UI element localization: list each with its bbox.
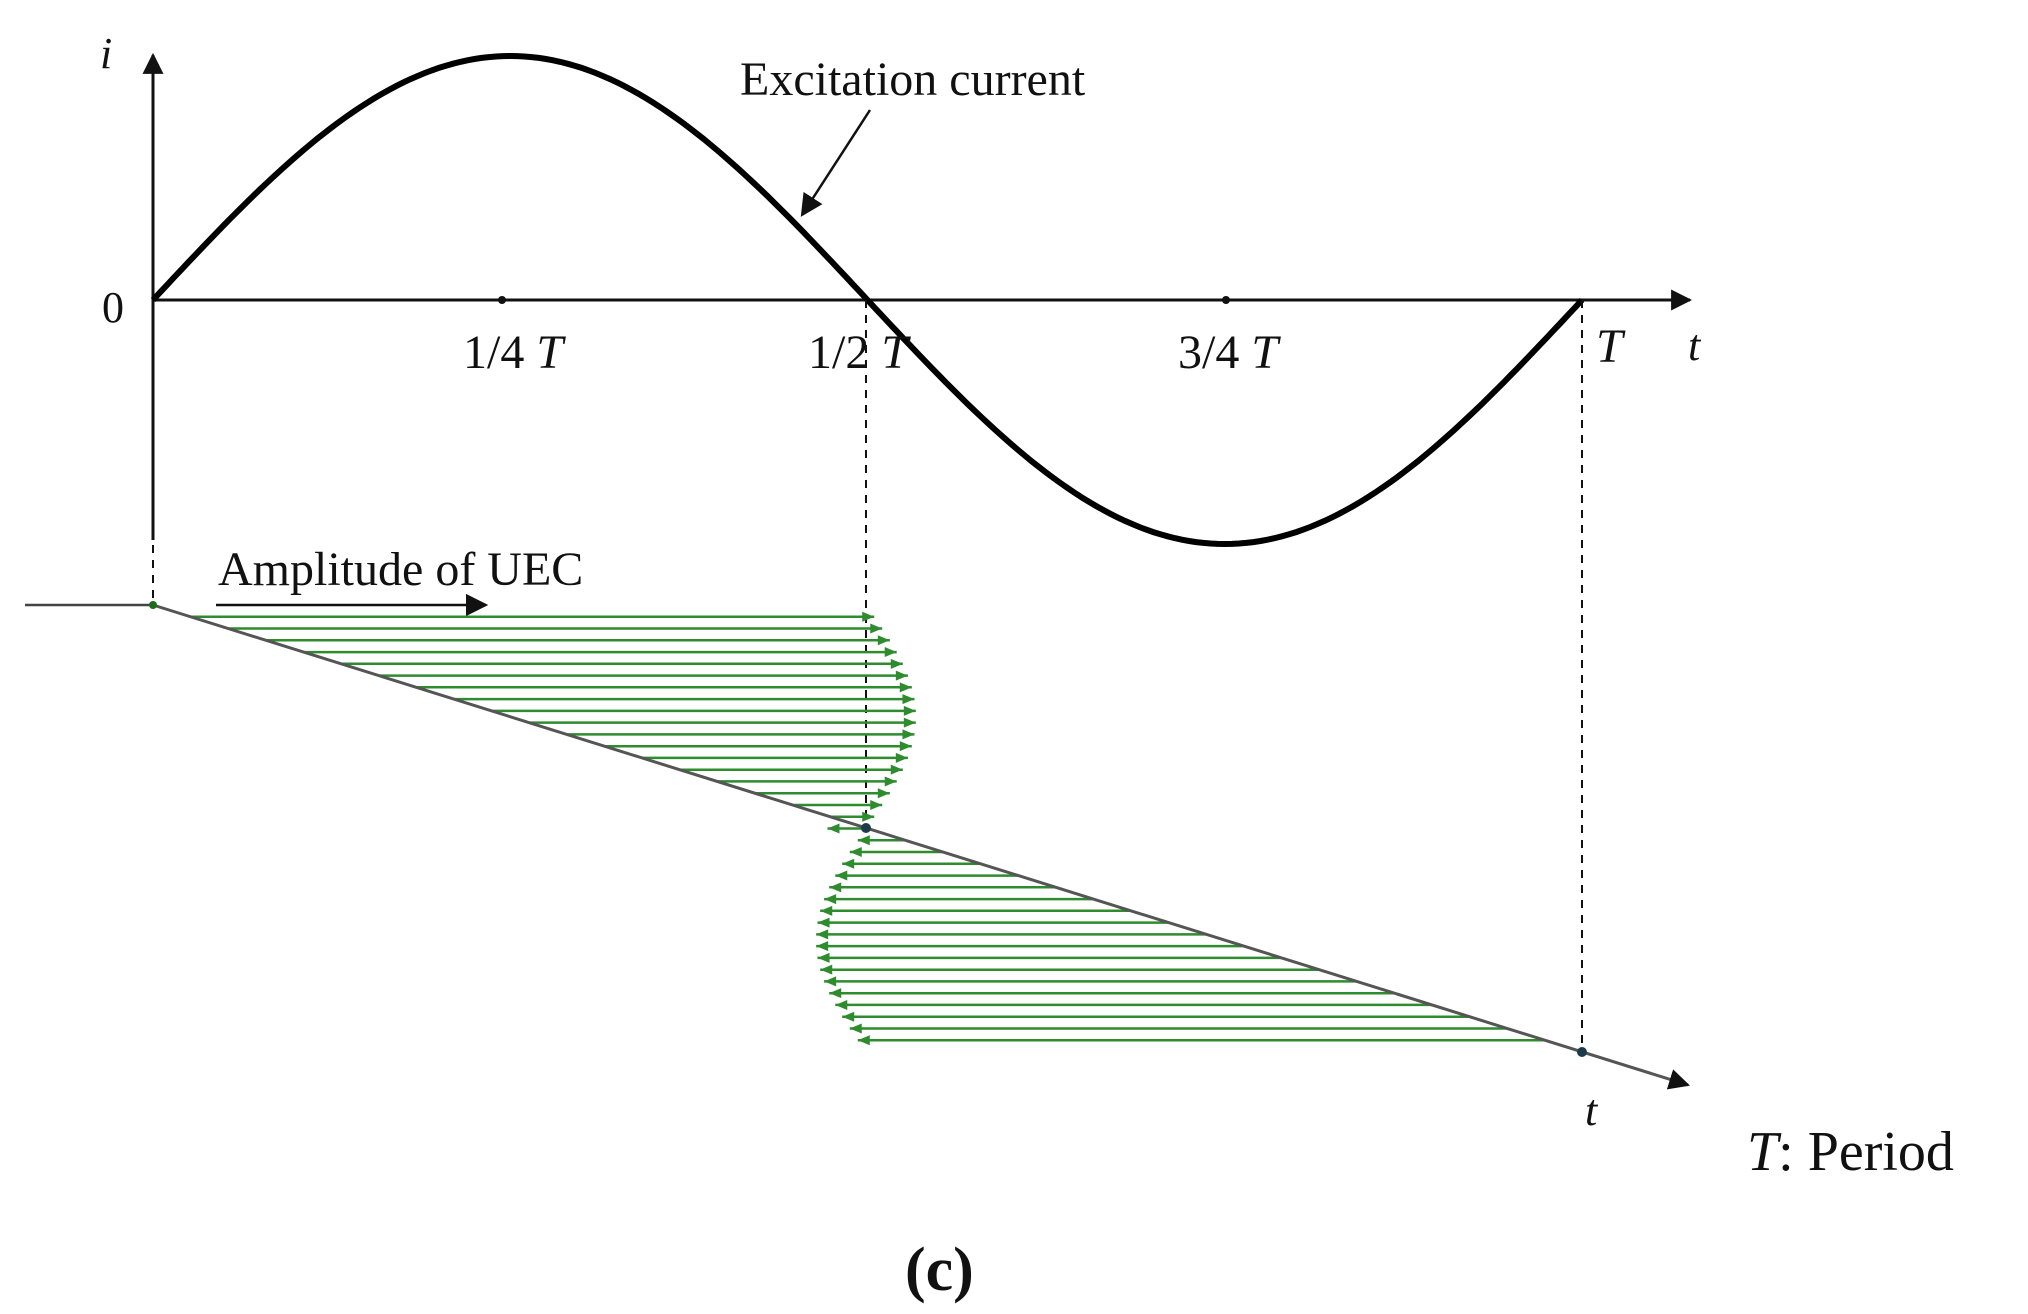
diag-dot-half <box>861 823 871 833</box>
uec-arrow-head <box>862 811 875 822</box>
uec-arrow-head <box>877 788 890 799</box>
diag-dot-start <box>149 601 157 609</box>
panel-label: (c) <box>905 1236 974 1304</box>
uec-arrow-head <box>895 752 908 763</box>
uec-arrow-head <box>899 741 912 752</box>
uec-arrow-head <box>820 905 833 916</box>
uec-arrow-head <box>895 670 908 681</box>
uec-arrow-head <box>890 764 903 775</box>
origin-label: 0 <box>102 283 124 332</box>
uec-arrow-head <box>829 882 842 893</box>
uec-label: Amplitude of UEC <box>218 543 583 596</box>
uec-arrow-head <box>862 611 875 622</box>
t-axis-label-bottom: t <box>1585 1086 1599 1135</box>
diagonal-t-axis <box>152 603 1691 1090</box>
uec-arrow-head <box>857 835 870 846</box>
uec-arrow-head <box>857 1035 870 1046</box>
t-axis-label: t <box>1688 321 1702 370</box>
uec-arrow-head <box>903 717 916 728</box>
uec-arrow-head <box>902 729 915 740</box>
uec-arrow-head <box>824 894 837 905</box>
uec-arrow-head <box>835 870 848 881</box>
tick-dot-quarter <box>498 296 506 304</box>
uec-arrow-head <box>890 658 903 669</box>
uec-arrow-head <box>835 999 848 1010</box>
period-legend: T: Period <box>1747 1121 1954 1183</box>
uec-arrow-head <box>842 858 855 869</box>
uec-arrow-head <box>816 929 829 940</box>
uec-arrow-head <box>884 647 897 658</box>
uec-arrow-head <box>870 623 883 634</box>
uec-arrow-head <box>829 988 842 999</box>
uec-arrow-head <box>824 976 837 987</box>
diag-dot-end <box>1577 1047 1587 1057</box>
uec-arrow-head <box>817 952 830 963</box>
uec-arrow-head <box>877 635 890 646</box>
uec-arrow-head <box>827 823 840 834</box>
uec-arrow-head <box>903 705 916 716</box>
annotation-arrow <box>800 109 872 217</box>
uec-arrow-head <box>884 776 897 787</box>
excitation-current-curve <box>150 52 1585 548</box>
uec-arrow-head <box>902 694 915 705</box>
uec-arrow-head <box>842 1011 855 1022</box>
uec-arrow-head <box>849 847 862 858</box>
curve-annotation: Excitation current <box>740 53 1086 106</box>
y-axis-label: i <box>100 29 112 78</box>
tick-label-half: 1/2 T <box>808 326 911 379</box>
tick-dot-threequarter <box>1222 296 1230 304</box>
uec-arrows-group <box>190 611 1545 1046</box>
tick-label-quarter: 1/4 T <box>463 326 566 379</box>
uec-arrow-head <box>849 1023 862 1034</box>
uec-arrow-head <box>899 682 912 693</box>
tick-label-threequarter: 3/4 T <box>1178 326 1281 379</box>
uec-arrow-head <box>820 964 833 975</box>
uec-arrow-head <box>816 941 829 952</box>
tick-label-period: T <box>1596 320 1626 373</box>
uec-arrow-head <box>817 917 830 928</box>
uec-arrow-head <box>870 799 883 810</box>
